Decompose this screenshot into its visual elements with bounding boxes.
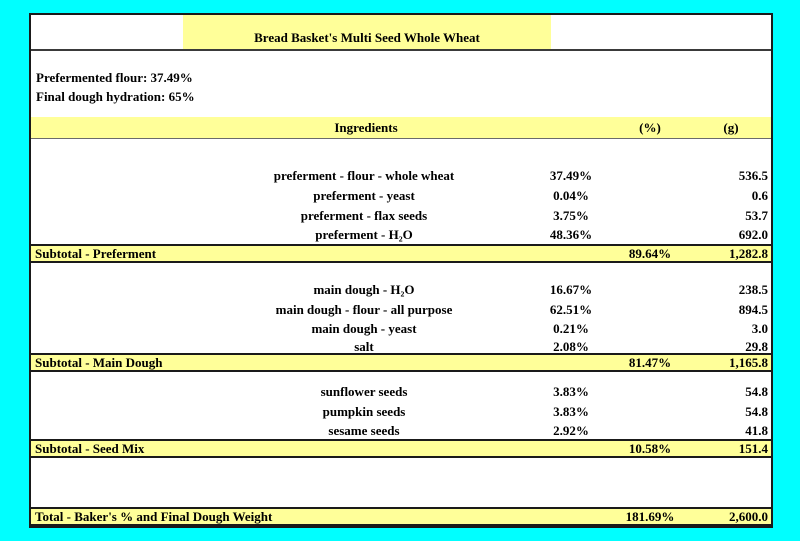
ingredient-name: main dough - yeast	[311, 321, 417, 336]
ingredient-name: preferment - yeast	[313, 188, 415, 203]
title-row: Bread Basket's Multi Seed Whole Wheat	[31, 15, 771, 51]
ingredient-grams: 54.8	[745, 384, 768, 399]
ingredient-percent: 2.08%	[553, 339, 589, 354]
table-row: preferment - flax seeds 3.75% 53.7	[31, 206, 771, 226]
table-row: main dough - yeast 0.21% 3.0	[31, 319, 771, 339]
ingredient-grams: 894.5	[738, 302, 768, 317]
subtotal-row-main-dough: Subtotal - Main Dough 81.47% 1,165.8	[31, 353, 771, 372]
ingredient-name: preferment - flax seeds	[300, 208, 428, 223]
ingredient-grams: 536.5	[738, 168, 768, 183]
prefermented-flour-info: Prefermented flour: 37.49%	[36, 70, 193, 85]
ingredient-percent: 3.75%	[553, 208, 589, 223]
ingredient-name: main dough - flour - all purpose	[275, 302, 453, 317]
title-highlight: Bread Basket's Multi Seed Whole Wheat	[183, 15, 551, 49]
ingredient-percent: 48.36%	[549, 227, 593, 242]
subtotal-grams: 1,165.8	[729, 355, 768, 370]
ingredient-grams: 238.5	[738, 282, 768, 297]
table-row: sesame seeds 2.92% 41.8	[31, 421, 771, 441]
ingredient-grams: 41.8	[745, 423, 768, 438]
total-row: Total - Baker's % and Final Dough Weight…	[31, 507, 771, 526]
ingredient-percent: 2.92%	[553, 423, 589, 438]
ingredient-grams: 692.0	[738, 227, 768, 242]
ingredient-percent: 0.21%	[553, 321, 589, 336]
subtotal-percent: 10.58%	[628, 441, 672, 456]
table-row: salt 2.08% 29.8	[31, 337, 771, 357]
ingredient-name: salt	[354, 339, 374, 354]
subtotal-percent: 89.64%	[628, 246, 672, 261]
ingredient-grams: 0.6	[751, 188, 768, 203]
ingredient-name: sesame seeds	[328, 423, 400, 438]
subtotal-label: Subtotal - Main Dough	[35, 355, 163, 370]
ingredient-percent: 62.51%	[549, 302, 593, 317]
subtotal-grams: 151.4	[738, 441, 768, 456]
subtotal-percent: 81.47%	[628, 355, 672, 370]
table-row: main dough - H₂O 16.67% 238.5	[31, 280, 771, 300]
col-header-percent: (%)	[639, 120, 661, 135]
ingredient-name: pumpkin seeds	[322, 404, 406, 419]
ingredient-name: main dough - H₂O	[313, 282, 415, 297]
ingredient-percent: 16.67%	[549, 282, 593, 297]
ingredient-grams: 3.0	[751, 321, 768, 336]
subtotal-row-preferment: Subtotal - Preferment 89.64% 1,282.8	[31, 244, 771, 263]
ingredient-grams: 29.8	[745, 339, 768, 354]
total-percent: 181.69%	[625, 509, 675, 524]
ingredient-name: preferment - H₂O	[315, 227, 413, 242]
column-header-row: Ingredients (%) (g)	[31, 117, 771, 139]
col-header-grams: (g)	[723, 120, 739, 135]
ingredient-percent: 37.49%	[549, 168, 593, 183]
ingredient-percent: 0.04%	[553, 188, 589, 203]
subtotal-grams: 1,282.8	[729, 246, 768, 261]
page-title: Bread Basket's Multi Seed Whole Wheat	[254, 30, 480, 45]
ingredient-percent: 3.83%	[553, 404, 589, 419]
subtotal-label: Subtotal - Seed Mix	[35, 441, 145, 456]
table-row: pumpkin seeds 3.83% 54.8	[31, 402, 771, 422]
final-hydration-info: Final dough hydration: 65%	[36, 89, 195, 104]
ingredient-percent: 3.83%	[553, 384, 589, 399]
ingredient-grams: 54.8	[745, 404, 768, 419]
ingredient-name: sunflower seeds	[320, 384, 408, 399]
subtotal-label: Subtotal - Preferment	[35, 246, 157, 261]
total-label: Total - Baker's % and Final Dough Weight	[35, 509, 273, 524]
ingredient-grams: 53.7	[745, 208, 768, 223]
col-header-ingredients: Ingredients	[334, 120, 398, 135]
table-row: preferment - H₂O 48.36% 692.0	[31, 225, 771, 245]
table-row: preferment - yeast 0.04% 0.6	[31, 186, 771, 206]
subtotal-row-seed-mix: Subtotal - Seed Mix 10.58% 151.4	[31, 439, 771, 458]
total-grams: 2,600.0	[729, 509, 768, 524]
table-row: preferment - flour - whole wheat 37.49% …	[31, 166, 771, 186]
recipe-sheet: Bread Basket's Multi Seed Whole Wheat Pr…	[29, 13, 773, 528]
table-row: main dough - flour - all purpose 62.51% …	[31, 300, 771, 320]
table-row: sunflower seeds 3.83% 54.8	[31, 382, 771, 402]
ingredient-name: preferment - flour - whole wheat	[273, 168, 455, 183]
